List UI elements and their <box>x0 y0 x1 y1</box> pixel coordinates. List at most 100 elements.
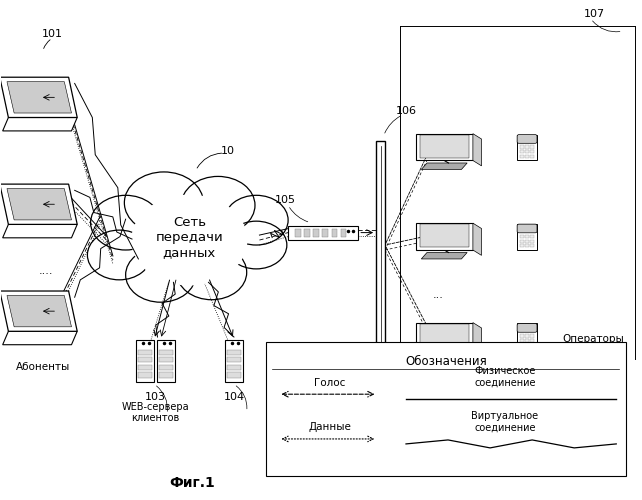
Text: 106: 106 <box>395 106 417 116</box>
FancyBboxPatch shape <box>136 340 153 382</box>
FancyBboxPatch shape <box>159 365 173 370</box>
FancyBboxPatch shape <box>520 240 524 242</box>
Circle shape <box>132 196 247 285</box>
FancyBboxPatch shape <box>517 134 537 160</box>
FancyBboxPatch shape <box>520 235 524 238</box>
Polygon shape <box>7 296 71 327</box>
Polygon shape <box>3 118 77 131</box>
Polygon shape <box>7 188 71 220</box>
FancyBboxPatch shape <box>331 229 337 237</box>
FancyBboxPatch shape <box>227 358 241 362</box>
FancyBboxPatch shape <box>159 372 173 378</box>
Text: 101: 101 <box>42 28 63 38</box>
Polygon shape <box>421 252 467 259</box>
Polygon shape <box>420 135 469 158</box>
Circle shape <box>177 245 247 300</box>
FancyBboxPatch shape <box>530 344 534 347</box>
Text: ....: .... <box>39 266 53 276</box>
Polygon shape <box>415 223 473 250</box>
FancyBboxPatch shape <box>530 150 534 153</box>
Text: Абоненты: Абоненты <box>15 362 70 372</box>
FancyBboxPatch shape <box>525 339 529 342</box>
Polygon shape <box>420 224 469 248</box>
FancyBboxPatch shape <box>525 344 529 347</box>
FancyBboxPatch shape <box>525 146 529 148</box>
FancyBboxPatch shape <box>517 224 537 233</box>
Text: Данные: Данные <box>308 422 351 432</box>
Polygon shape <box>473 223 482 256</box>
FancyBboxPatch shape <box>341 229 346 237</box>
Polygon shape <box>0 77 77 118</box>
FancyBboxPatch shape <box>227 372 241 378</box>
Text: Виртуальное
соединение: Виртуальное соединение <box>471 411 539 432</box>
Polygon shape <box>421 163 467 170</box>
FancyBboxPatch shape <box>517 324 537 332</box>
FancyBboxPatch shape <box>530 334 534 338</box>
FancyBboxPatch shape <box>295 229 300 237</box>
FancyBboxPatch shape <box>525 334 529 338</box>
FancyBboxPatch shape <box>525 244 529 248</box>
Text: ...: ... <box>433 290 443 300</box>
FancyBboxPatch shape <box>520 155 524 158</box>
Circle shape <box>125 172 204 234</box>
Text: 103: 103 <box>145 392 166 402</box>
Polygon shape <box>420 324 469 347</box>
Polygon shape <box>3 224 77 238</box>
Polygon shape <box>415 322 473 349</box>
FancyBboxPatch shape <box>137 365 152 370</box>
FancyBboxPatch shape <box>520 146 524 148</box>
FancyBboxPatch shape <box>288 226 358 239</box>
Text: Голос: Голос <box>314 378 345 388</box>
FancyBboxPatch shape <box>520 244 524 248</box>
Polygon shape <box>3 332 77 344</box>
FancyBboxPatch shape <box>530 146 534 148</box>
Circle shape <box>91 196 160 250</box>
Text: Обозначения: Обозначения <box>405 356 487 368</box>
Polygon shape <box>0 184 77 224</box>
FancyBboxPatch shape <box>530 235 534 238</box>
FancyBboxPatch shape <box>225 340 243 382</box>
Circle shape <box>181 176 255 234</box>
Polygon shape <box>473 134 482 166</box>
Polygon shape <box>0 291 77 332</box>
FancyBboxPatch shape <box>520 150 524 153</box>
FancyBboxPatch shape <box>520 344 524 347</box>
Polygon shape <box>421 352 467 358</box>
FancyBboxPatch shape <box>525 150 529 153</box>
FancyBboxPatch shape <box>525 235 529 238</box>
Text: Сеть
передачи
данных: Сеть передачи данных <box>155 216 223 259</box>
FancyBboxPatch shape <box>266 342 626 476</box>
Text: 107: 107 <box>584 9 605 19</box>
Text: WEB-сервера
клиентов: WEB-сервера клиентов <box>122 402 189 423</box>
FancyBboxPatch shape <box>525 155 529 158</box>
FancyBboxPatch shape <box>304 229 310 237</box>
FancyBboxPatch shape <box>517 324 537 349</box>
Text: 10: 10 <box>221 146 234 156</box>
FancyBboxPatch shape <box>137 350 152 354</box>
Text: Физическое
соединение: Физическое соединение <box>474 366 535 388</box>
Text: 105: 105 <box>274 196 295 205</box>
Circle shape <box>126 248 196 302</box>
FancyBboxPatch shape <box>159 350 173 354</box>
FancyBboxPatch shape <box>520 334 524 338</box>
FancyBboxPatch shape <box>530 155 534 158</box>
Polygon shape <box>473 322 482 355</box>
FancyBboxPatch shape <box>137 372 152 378</box>
Text: Фиг.1: Фиг.1 <box>169 476 216 490</box>
FancyBboxPatch shape <box>322 229 328 237</box>
FancyBboxPatch shape <box>376 140 385 350</box>
FancyBboxPatch shape <box>520 339 524 342</box>
Circle shape <box>87 230 151 280</box>
FancyBboxPatch shape <box>159 358 173 362</box>
FancyBboxPatch shape <box>525 240 529 242</box>
Text: Операторы: Операторы <box>562 334 624 344</box>
FancyBboxPatch shape <box>227 365 241 370</box>
Text: 104: 104 <box>223 392 245 402</box>
Polygon shape <box>7 82 71 113</box>
Polygon shape <box>415 134 473 160</box>
FancyBboxPatch shape <box>157 340 175 382</box>
FancyBboxPatch shape <box>530 240 534 242</box>
FancyBboxPatch shape <box>137 358 152 362</box>
FancyBboxPatch shape <box>517 134 537 143</box>
FancyBboxPatch shape <box>313 229 319 237</box>
